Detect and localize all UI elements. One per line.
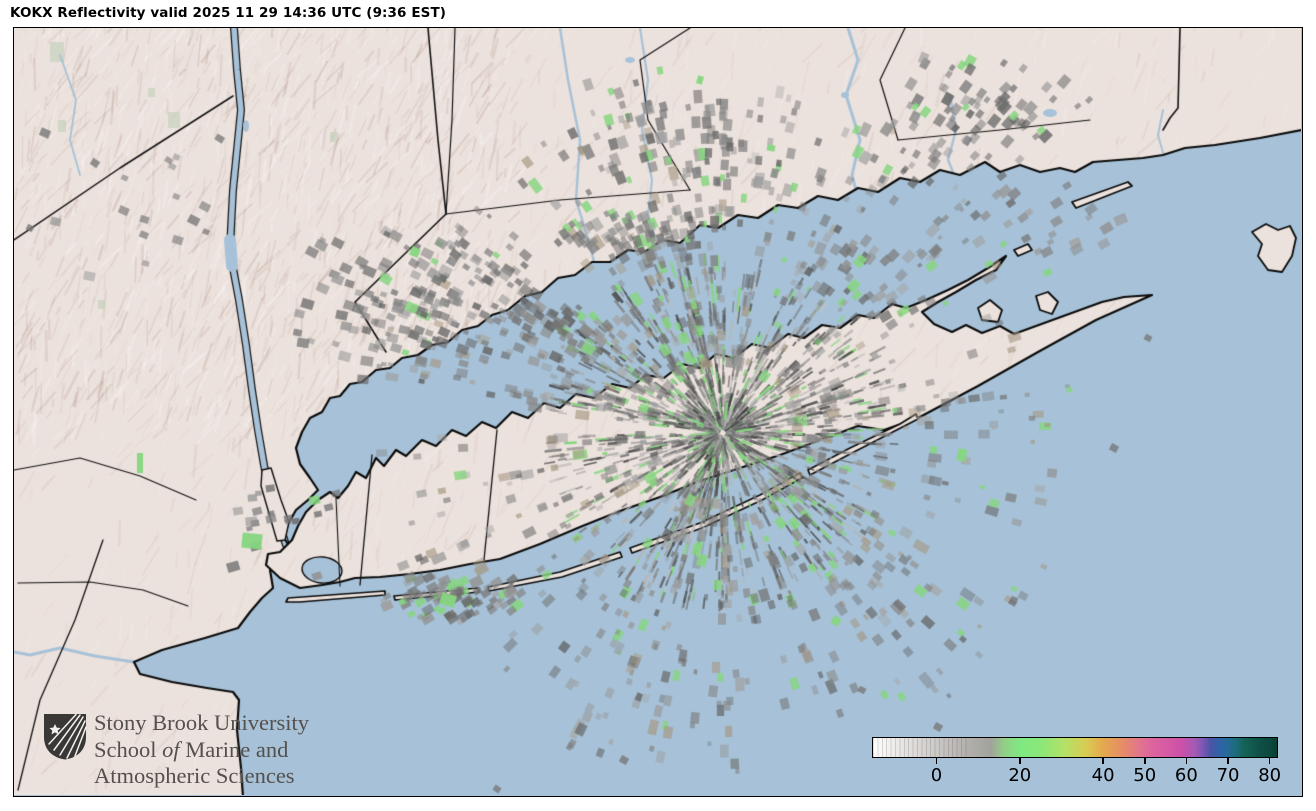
sbu-shield-icon bbox=[44, 713, 87, 760]
sbu-logo-text: Stony Brook University School of Marine … bbox=[94, 710, 309, 790]
map-frame: 0 20 40 50 60 70 80 Stony Brook Universi… bbox=[13, 27, 1303, 797]
logo-line2: School of Marine and bbox=[94, 736, 289, 762]
logo-line1: Stony Brook University bbox=[94, 710, 310, 735]
product-title: KOKX Reflectivity valid 2025 11 29 14:36… bbox=[10, 5, 447, 21]
radar-map-canvas bbox=[14, 28, 1301, 795]
logo-line3: Atmospheric Sciences bbox=[94, 763, 295, 788]
sbu-logo: Stony Brook University School of Marine … bbox=[42, 710, 309, 790]
